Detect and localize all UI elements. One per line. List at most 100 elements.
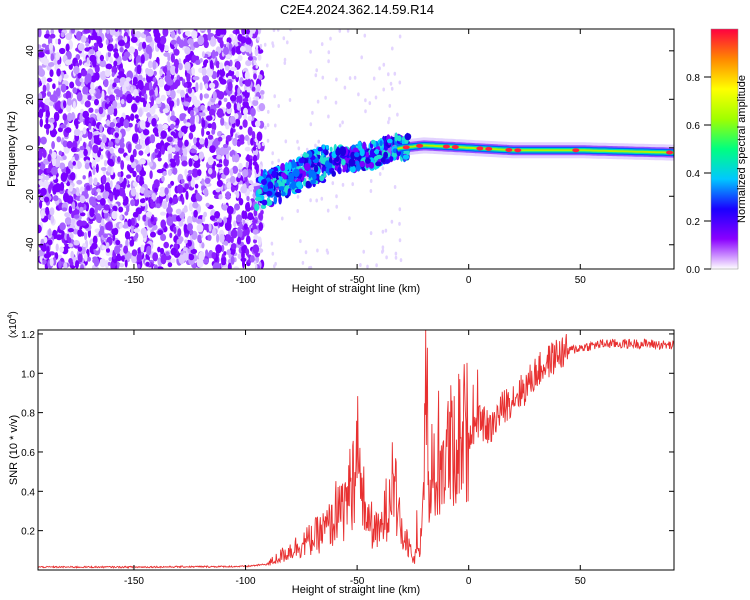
speckle bbox=[137, 79, 144, 90]
speckle bbox=[289, 29, 292, 32]
speckle bbox=[109, 79, 114, 85]
speckle bbox=[139, 198, 146, 204]
speckle bbox=[393, 185, 397, 189]
speckle bbox=[255, 96, 259, 101]
spectrogram-frame bbox=[37, 28, 675, 270]
speckle bbox=[314, 73, 318, 78]
speckle bbox=[374, 95, 378, 100]
ridge-blob bbox=[305, 180, 311, 188]
speckle bbox=[122, 201, 128, 206]
speckle bbox=[184, 239, 188, 244]
speckle bbox=[219, 62, 224, 70]
speckle bbox=[139, 97, 146, 103]
speckle bbox=[196, 218, 203, 224]
speckle bbox=[198, 251, 205, 261]
speckle bbox=[61, 207, 68, 212]
ridge-blob bbox=[302, 153, 310, 158]
ridge-blob bbox=[375, 161, 382, 167]
speckle bbox=[119, 214, 123, 220]
speckle bbox=[254, 264, 258, 269]
y-tick-label: 0.8 bbox=[21, 409, 35, 420]
speckle bbox=[277, 104, 281, 108]
speckle bbox=[85, 201, 89, 212]
ridge-blob bbox=[375, 154, 383, 159]
speckle bbox=[92, 266, 100, 269]
speckle bbox=[208, 108, 216, 117]
speckle bbox=[107, 261, 111, 266]
speckle bbox=[151, 117, 157, 127]
speckle bbox=[113, 107, 118, 117]
speckle bbox=[48, 43, 54, 51]
speckle bbox=[102, 134, 107, 144]
speckle bbox=[106, 177, 110, 184]
ridge-blob bbox=[321, 165, 328, 175]
speckle bbox=[199, 82, 203, 91]
colorbar-ticks: 0.0 0.2 0.4 0.6 0.8 bbox=[686, 73, 711, 276]
speckle bbox=[197, 234, 202, 243]
speckle bbox=[247, 126, 253, 136]
speckle bbox=[194, 58, 201, 65]
speckle bbox=[150, 199, 154, 205]
speckle bbox=[89, 29, 93, 35]
speckle bbox=[274, 261, 277, 266]
speckle bbox=[207, 29, 211, 34]
speckle bbox=[51, 156, 57, 167]
speckle bbox=[351, 182, 355, 187]
speckle bbox=[62, 155, 67, 161]
speckle bbox=[183, 118, 188, 124]
speckle bbox=[42, 149, 47, 158]
speckle bbox=[378, 172, 382, 176]
speckle bbox=[190, 195, 197, 203]
speckle bbox=[393, 71, 397, 76]
speckle bbox=[326, 208, 330, 213]
speckle bbox=[86, 57, 90, 65]
speckle bbox=[201, 119, 206, 128]
speckle bbox=[188, 132, 194, 140]
speckle bbox=[103, 204, 110, 211]
speckle bbox=[120, 160, 125, 170]
speckle bbox=[109, 122, 116, 128]
speckle bbox=[130, 161, 137, 169]
speckle bbox=[194, 183, 199, 189]
speckle bbox=[169, 123, 175, 130]
speckle bbox=[92, 256, 98, 261]
speckle bbox=[72, 100, 76, 109]
ridge-blob bbox=[354, 152, 360, 158]
speckle bbox=[191, 54, 197, 63]
speckle bbox=[58, 260, 62, 269]
speckle bbox=[394, 251, 398, 256]
speckle bbox=[173, 58, 179, 68]
speckle bbox=[207, 134, 214, 140]
speckle bbox=[160, 130, 167, 139]
speckle bbox=[196, 223, 204, 233]
speckle bbox=[152, 152, 156, 160]
speckle bbox=[185, 190, 189, 200]
speckle bbox=[259, 43, 263, 48]
speckle bbox=[297, 146, 301, 151]
speckle bbox=[84, 239, 89, 249]
speckle bbox=[106, 221, 113, 231]
speckle bbox=[252, 146, 257, 151]
speckle bbox=[206, 115, 213, 121]
speckle bbox=[111, 210, 118, 220]
speckle bbox=[153, 70, 157, 76]
snr-x-axis: -150 -100 -50 0 50 bbox=[124, 330, 586, 587]
speckle bbox=[59, 124, 67, 129]
speckle bbox=[399, 258, 403, 263]
speckle bbox=[206, 131, 211, 136]
speckle bbox=[125, 93, 133, 104]
y-tick-label: -20 bbox=[25, 189, 36, 204]
speckle bbox=[80, 245, 86, 255]
speckle bbox=[146, 245, 152, 256]
speckle bbox=[114, 29, 119, 32]
speckle bbox=[271, 41, 274, 46]
speckle bbox=[84, 232, 88, 241]
speckle bbox=[40, 209, 45, 219]
speckle bbox=[38, 44, 42, 49]
speckle bbox=[144, 137, 150, 147]
speckle bbox=[103, 78, 109, 88]
speckle bbox=[145, 45, 153, 55]
speckle bbox=[47, 239, 53, 246]
speckle bbox=[243, 114, 248, 120]
snr-panel: -150 -100 -50 0 50 0.2 0.4 0.6 0.8 1.0 1.2 Height… bbox=[7, 311, 675, 596]
